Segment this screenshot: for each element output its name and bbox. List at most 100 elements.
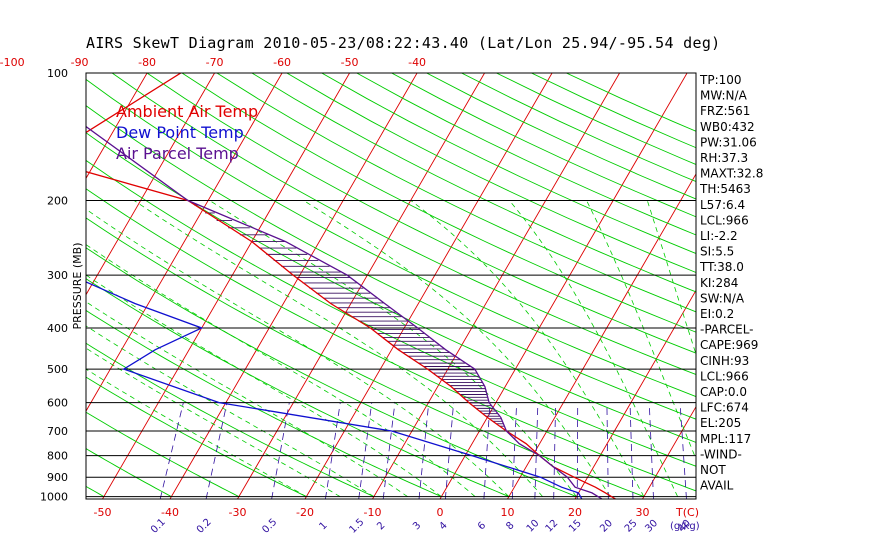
bottom-temp-tick-label: 30 [636, 506, 650, 519]
index-value: TH:5463 [699, 182, 751, 196]
mixing-ratio-line [629, 402, 634, 499]
mixing-ratio-line [271, 402, 290, 499]
profile-line-2 [86, 125, 603, 499]
dry-adiabat-line [321, 73, 696, 254]
mixing-ratio-tick-label: 30 [643, 518, 660, 535]
bottom-temp-tick-label: 10 [501, 506, 515, 519]
mixing-ratio-tick-label: 10 [525, 518, 542, 535]
mixing-ratio-tick-label: 0.1 [149, 517, 168, 536]
chart-title: AIRS SkewT Diagram 2010-05-23/08:22:43.4… [86, 34, 721, 52]
dry-adiabat-line [146, 73, 696, 354]
isotherm-line [86, 73, 148, 180]
dry-adiabat-line [86, 448, 172, 497]
pressure-tick-label: 800 [47, 450, 68, 463]
index-value: SW:N/A [700, 291, 745, 305]
index-value: LFC:674 [700, 401, 749, 415]
isotherm-line [372, 73, 620, 499]
index-value: EL:205 [700, 416, 741, 430]
mixing-ratio-tick-label: 4 [437, 520, 449, 532]
bottom-temp-tick-label: -10 [364, 506, 382, 519]
index-value: L57:6.4 [700, 198, 745, 212]
legend: Ambient Air Temp Dew Point Temp Air Parcel… [116, 102, 258, 163]
bottom-temp-tick-label: -20 [296, 506, 314, 519]
mixing-ratio-tick-label: 1.5 [347, 517, 366, 536]
dry-adiabat-line [86, 188, 696, 492]
bottom-temp-tick-label: -40 [161, 506, 179, 519]
dry-adiabat-line [251, 73, 696, 293]
index-value: EI:0.2 [700, 307, 734, 321]
dry-adiabat-line [216, 73, 696, 313]
top-temp-tick-label: -80 [138, 56, 156, 69]
isotherm-line [778, 73, 870, 499]
mixing-ratio-line [159, 402, 184, 499]
pressure-tick-label: 1000 [40, 491, 68, 504]
index-value: MW:N/A [700, 89, 748, 103]
mixing-ratio-line [534, 402, 539, 499]
top-temp-tick-label: -50 [341, 56, 359, 69]
index-value: NOT [700, 463, 726, 477]
moist-adiabat-line [509, 200, 678, 497]
isotherm-line [86, 73, 215, 296]
mixing-ratio-tick-label: 0.2 [195, 517, 214, 536]
pressure-tick-label: 300 [47, 269, 68, 282]
top-temp-tick-label: -90 [71, 56, 89, 69]
isotherm-line [86, 73, 283, 412]
pressure-tick-label: 100 [47, 67, 68, 80]
profile-line-1 [86, 281, 583, 499]
index-value: CAPE:969 [700, 338, 758, 352]
isotherm-line [507, 173, 696, 499]
mixing-ratio-line [606, 402, 609, 499]
index-value: LCL:966 [700, 213, 749, 227]
moist-adiabat-line [86, 244, 476, 497]
mixing-ratio-line [418, 402, 430, 499]
dry-adiabat-line [86, 247, 577, 498]
index-value: PW:31.06 [700, 135, 757, 149]
legend-entry: Ambient Air Temp [116, 102, 258, 121]
dry-adiabat-line [86, 278, 510, 498]
mixing-ratio-line [382, 402, 396, 499]
mixing-ratio-tick-label: 6 [476, 520, 488, 532]
dry-adiabat-line [496, 73, 696, 165]
pressure-tick-label: 900 [47, 471, 68, 484]
mixing-ratio-tick-label: 2 [375, 520, 387, 532]
dry-adiabat-line [0, 73, 36, 497]
frame [85, 72, 697, 500]
mixing-ratio-tick-label: 12 [544, 518, 561, 535]
bottom-temp-tick-label: -50 [94, 506, 112, 519]
mixing-ratio-tick-label: 20 [598, 518, 615, 535]
mixing-ratio-tick-label: 0.5 [260, 517, 279, 536]
mixing-ratio-line [511, 402, 518, 499]
moist-adiabat-line [86, 347, 341, 497]
index-value: MPL:117 [700, 432, 751, 446]
mixing-ratio-tick-label: 15 [567, 518, 584, 535]
legend-entry: Air Parcel Temp [116, 144, 239, 163]
index-value: LI:-2.2 [700, 229, 738, 243]
mixing-ratio-tick-label: 8 [504, 520, 516, 532]
mixing-ratio-line [444, 402, 455, 499]
index-value: -WIND- [700, 447, 742, 461]
isotherm-line [574, 289, 696, 499]
dry-adiabat-line [286, 73, 696, 273]
index-value: CINH:93 [700, 354, 749, 368]
dry-adiabat-line [86, 376, 307, 498]
mixing-ratio-line [679, 402, 687, 499]
pressure-tick-label: 700 [47, 425, 68, 438]
plot-frame [85, 72, 697, 500]
dry-adiabat-line [86, 309, 442, 498]
pressure-tick-label: 600 [47, 397, 68, 410]
dry-adiabat-line [86, 105, 696, 420]
dry-adiabat-line [86, 342, 375, 498]
mixing-ratio-tick-label: 1 [318, 520, 330, 532]
moist-adiabat-line [86, 368, 307, 497]
top-temp-tick-label: -60 [273, 56, 291, 69]
bottom-temp-tick-label: 20 [568, 506, 582, 519]
top-temp-tick-label: -40 [408, 56, 426, 69]
pressure-tick-label: 400 [47, 322, 68, 335]
top-temp-tick-label: -70 [206, 56, 224, 69]
dry-adiabat-line [86, 217, 645, 498]
index-value: MAXT:32.8 [700, 167, 763, 181]
cape-hatch [194, 204, 505, 427]
mixing-ratio-line [205, 402, 228, 499]
mixing-ratio-line [325, 402, 341, 499]
